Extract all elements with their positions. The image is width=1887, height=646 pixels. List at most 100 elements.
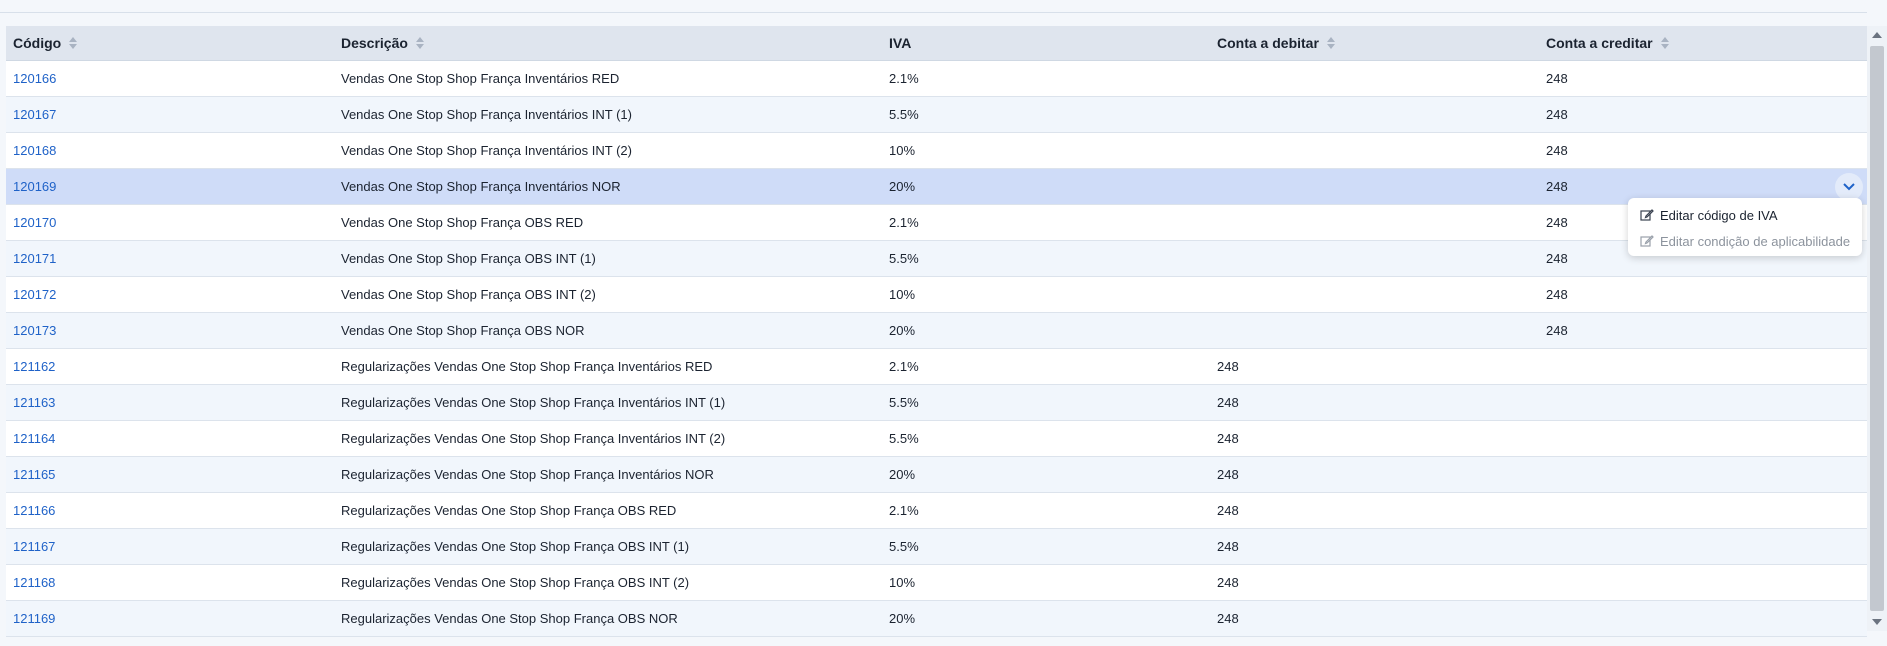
row-description: Vendas One Stop Shop França Inventários … [341,143,632,158]
header-label: IVA [889,35,912,51]
row-iva: 5.5% [889,107,919,122]
row-description: Vendas One Stop Shop França OBS RED [341,215,584,230]
row-description: Regularizações Vendas One Stop Shop Fran… [341,575,690,590]
table-row[interactable]: 121163 Regularizações Vendas One Stop Sho… [6,385,1867,421]
row-iva: 10% [889,143,916,158]
row-code[interactable]: 120171 [13,251,57,266]
row-description: Regularizações Vendas One Stop Shop Fran… [341,359,713,374]
row-credit-account: 248 [1546,287,1568,302]
row-credit-account: 248 [1546,107,1568,122]
row-debit-account: 248 [1217,467,1239,482]
table-body: 120166 Vendas One Stop Shop França Invent… [6,61,1867,637]
row-code[interactable]: 120168 [13,143,57,158]
table-row[interactable]: 120167 Vendas One Stop Shop França Invent… [6,97,1867,133]
row-description: Vendas One Stop Shop França OBS INT (1) [341,251,596,266]
row-debit-account: 248 [1217,359,1239,374]
row-iva: 5.5% [889,251,919,266]
row-iva: 20% [889,467,916,482]
edit-icon [1640,235,1654,247]
header-iva: IVA [882,35,1210,51]
menu-item-edit-applicability[interactable]: Editar condição de aplicabilidade [1628,228,1862,254]
row-debit-account: 248 [1217,575,1239,590]
row-code[interactable]: 120173 [13,323,57,338]
row-code[interactable]: 121168 [13,575,56,590]
table-row[interactable]: 121165 Regularizações Vendas One Stop Sho… [6,457,1867,493]
scroll-up-arrow-icon[interactable] [1872,32,1882,38]
row-debit-account: 248 [1217,395,1239,410]
sort-icon[interactable] [415,37,424,49]
row-description: Regularizações Vendas One Stop Shop Fran… [341,611,678,626]
row-debit-account: 248 [1217,539,1239,554]
vertical-scrollbar[interactable] [1867,26,1887,631]
sort-icon[interactable] [1326,37,1335,49]
row-iva: 10% [889,287,916,302]
header-descricao[interactable]: Descrição [334,35,882,51]
scrollbar-thumb[interactable] [1870,46,1884,611]
row-credit-account: 248 [1546,251,1568,266]
table-row[interactable]: 120169 Vendas One Stop Shop França Invent… [6,169,1867,205]
table-row[interactable]: 120171 Vendas One Stop Shop França OBS IN… [6,241,1867,277]
row-code[interactable]: 121166 [13,503,56,518]
table-row[interactable]: 120168 Vendas One Stop Shop França Invent… [6,133,1867,169]
header-label: Código [13,35,62,51]
row-iva: 2.1% [889,359,919,374]
table-row[interactable]: 120170 Vendas One Stop Shop França OBS RE… [6,205,1867,241]
table-row[interactable]: 121169 Regularizações Vendas One Stop Sho… [6,601,1867,637]
row-code[interactable]: 121167 [13,539,56,554]
row-credit-account: 248 [1546,215,1568,230]
row-description: Vendas One Stop Shop França OBS NOR [341,323,585,338]
header-label: Conta a debitar [1217,35,1319,51]
row-debit-account: 248 [1217,503,1239,518]
table-row[interactable]: 121167 Regularizações Vendas One Stop Sho… [6,529,1867,565]
row-code[interactable]: 120170 [13,215,57,230]
table-row[interactable]: 121162 Regularizações Vendas One Stop Sho… [6,349,1867,385]
menu-item-edit-vat-code[interactable]: Editar código de IVA [1628,202,1862,228]
row-credit-account: 248 [1546,323,1568,338]
menu-item-label: Editar código de IVA [1660,207,1778,223]
row-description: Regularizações Vendas One Stop Shop Fran… [341,539,690,554]
table-row[interactable]: 121164 Regularizações Vendas One Stop Sho… [6,421,1867,457]
row-context-menu: Editar código de IVA Editar condição de … [1628,198,1862,256]
chevron-down-icon[interactable] [1835,173,1863,201]
row-iva: 5.5% [889,539,919,554]
header-codigo[interactable]: Código [6,35,334,51]
row-iva: 10% [889,575,916,590]
row-description: Regularizações Vendas One Stop Shop Fran… [341,503,677,518]
row-iva: 5.5% [889,395,919,410]
table-row[interactable]: 121168 Regularizações Vendas One Stop Sho… [6,565,1867,601]
sort-icon[interactable] [69,37,78,49]
scroll-down-arrow-icon[interactable] [1872,619,1882,625]
edit-icon [1640,209,1654,221]
row-code[interactable]: 121164 [13,431,56,446]
sort-icon[interactable] [1660,37,1669,49]
row-debit-account: 248 [1217,611,1239,626]
row-code[interactable]: 121165 [13,467,56,482]
table-row[interactable]: 120166 Vendas One Stop Shop França Invent… [6,61,1867,97]
header-label: Descrição [341,35,408,51]
top-divider [0,12,1867,13]
row-credit-account: 248 [1546,179,1568,194]
header-conta-debitar[interactable]: Conta a debitar [1210,35,1539,51]
table-row[interactable]: 120173 Vendas One Stop Shop França OBS NO… [6,313,1867,349]
row-credit-account: 248 [1546,143,1568,158]
row-description: Regularizações Vendas One Stop Shop Fran… [341,395,726,410]
table-row[interactable]: 120172 Vendas One Stop Shop França OBS IN… [6,277,1867,313]
table-header: Código Descrição IVA Conta a debitar Con… [6,26,1867,61]
row-code[interactable]: 121162 [13,359,56,374]
row-code[interactable]: 120169 [13,179,57,194]
row-description: Regularizações Vendas One Stop Shop Fran… [341,467,714,482]
row-code[interactable]: 120166 [13,71,57,86]
row-code[interactable]: 120167 [13,107,57,122]
row-description: Vendas One Stop Shop França Inventários … [341,71,620,86]
table-row[interactable]: 121166 Regularizações Vendas One Stop Sho… [6,493,1867,529]
vat-codes-table: Código Descrição IVA Conta a debitar Con… [6,26,1867,637]
header-label: Conta a creditar [1546,35,1653,51]
header-conta-creditar[interactable]: Conta a creditar [1539,35,1867,51]
row-description: Vendas One Stop Shop França Inventários … [341,179,621,194]
row-code[interactable]: 120172 [13,287,57,302]
row-code[interactable]: 121169 [13,611,56,626]
row-iva: 5.5% [889,431,919,446]
row-description: Vendas One Stop Shop França Inventários … [341,107,632,122]
row-iva: 20% [889,611,916,626]
row-code[interactable]: 121163 [13,395,56,410]
